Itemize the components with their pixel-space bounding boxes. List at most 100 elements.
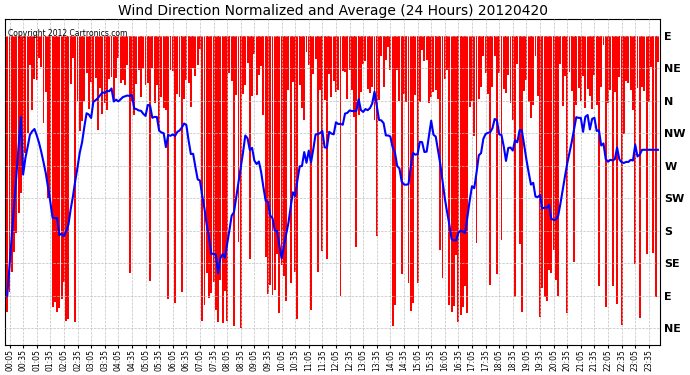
- Bar: [648, 36, 650, 102]
- Bar: [86, 36, 88, 74]
- Bar: [394, 36, 396, 305]
- Bar: [546, 36, 548, 301]
- Bar: [221, 36, 224, 323]
- Bar: [383, 36, 384, 87]
- Bar: [151, 36, 153, 68]
- Bar: [210, 36, 213, 293]
- Bar: [401, 36, 403, 274]
- Bar: [632, 36, 634, 109]
- Bar: [573, 36, 575, 262]
- Bar: [197, 36, 199, 64]
- Bar: [20, 36, 22, 193]
- Bar: [59, 36, 60, 308]
- Bar: [389, 36, 391, 70]
- Bar: [195, 36, 197, 76]
- Bar: [562, 36, 564, 105]
- Bar: [618, 36, 620, 76]
- Bar: [542, 36, 543, 288]
- Bar: [480, 36, 482, 87]
- Bar: [564, 36, 566, 76]
- Bar: [475, 36, 477, 243]
- Bar: [503, 36, 504, 89]
- Text: Copyright 2012 Cartronics.com: Copyright 2012 Cartronics.com: [8, 29, 128, 38]
- Bar: [558, 36, 559, 296]
- Bar: [45, 36, 47, 92]
- Bar: [283, 36, 285, 276]
- Bar: [201, 36, 203, 321]
- Bar: [593, 36, 595, 75]
- Bar: [170, 36, 171, 70]
- Bar: [415, 36, 416, 96]
- Bar: [348, 36, 351, 70]
- Bar: [466, 36, 469, 313]
- Bar: [516, 36, 518, 64]
- Bar: [38, 36, 40, 58]
- Bar: [138, 36, 139, 70]
- Bar: [462, 36, 464, 307]
- Bar: [643, 36, 645, 91]
- Bar: [174, 36, 176, 303]
- Bar: [204, 36, 206, 305]
- Bar: [63, 36, 65, 282]
- Bar: [246, 36, 248, 63]
- Bar: [460, 36, 462, 315]
- Bar: [285, 36, 287, 300]
- Bar: [131, 36, 133, 102]
- Bar: [602, 36, 604, 45]
- Bar: [528, 36, 530, 102]
- Bar: [607, 36, 609, 104]
- Bar: [378, 36, 380, 100]
- Bar: [147, 36, 149, 83]
- Bar: [31, 36, 33, 110]
- Bar: [77, 36, 79, 100]
- Bar: [240, 36, 241, 328]
- Bar: [367, 36, 368, 89]
- Bar: [342, 36, 344, 71]
- Bar: [27, 36, 28, 133]
- Bar: [135, 36, 137, 84]
- Bar: [249, 36, 250, 259]
- Bar: [369, 36, 371, 93]
- Bar: [408, 36, 409, 284]
- Bar: [609, 36, 611, 90]
- Bar: [99, 36, 101, 88]
- Bar: [453, 36, 455, 306]
- Bar: [92, 36, 95, 105]
- Bar: [555, 36, 557, 280]
- Bar: [115, 36, 117, 78]
- Bar: [190, 36, 192, 107]
- Bar: [362, 36, 364, 64]
- Bar: [457, 36, 460, 322]
- Bar: [623, 36, 625, 134]
- Bar: [158, 36, 160, 129]
- Bar: [385, 36, 387, 60]
- Bar: [469, 36, 471, 107]
- Bar: [326, 36, 328, 259]
- Bar: [276, 36, 278, 254]
- Bar: [108, 36, 110, 79]
- Bar: [50, 36, 51, 198]
- Bar: [133, 36, 135, 115]
- Bar: [484, 36, 486, 72]
- Bar: [380, 36, 382, 56]
- Bar: [181, 36, 183, 292]
- Bar: [29, 36, 31, 65]
- Bar: [274, 36, 276, 290]
- Bar: [544, 36, 546, 297]
- Bar: [537, 36, 539, 96]
- Bar: [444, 36, 446, 79]
- Bar: [304, 36, 305, 120]
- Bar: [428, 36, 430, 104]
- Bar: [471, 36, 473, 100]
- Bar: [52, 36, 54, 307]
- Bar: [97, 36, 99, 130]
- Bar: [75, 36, 76, 322]
- Bar: [360, 36, 362, 92]
- Bar: [256, 36, 257, 95]
- Bar: [43, 36, 44, 123]
- Bar: [213, 36, 215, 282]
- Bar: [258, 36, 260, 75]
- Bar: [505, 36, 507, 93]
- Bar: [650, 36, 652, 67]
- Bar: [473, 36, 475, 136]
